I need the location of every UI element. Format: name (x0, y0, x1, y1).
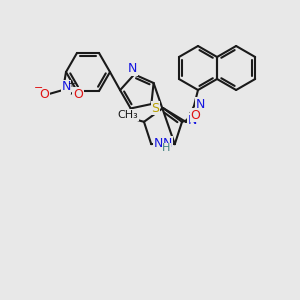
Text: N: N (163, 137, 172, 150)
Text: N: N (61, 80, 71, 94)
Text: S: S (152, 101, 159, 115)
Text: N: N (187, 113, 197, 127)
Text: N: N (128, 62, 137, 75)
Text: N: N (195, 98, 205, 110)
Text: CH₃: CH₃ (118, 110, 138, 120)
Text: O: O (73, 88, 83, 100)
Text: N: N (154, 137, 163, 150)
Text: O: O (190, 109, 200, 122)
Text: O: O (39, 88, 49, 100)
Text: −: − (34, 83, 44, 93)
Text: H: H (162, 143, 170, 153)
Text: +: + (67, 79, 75, 89)
